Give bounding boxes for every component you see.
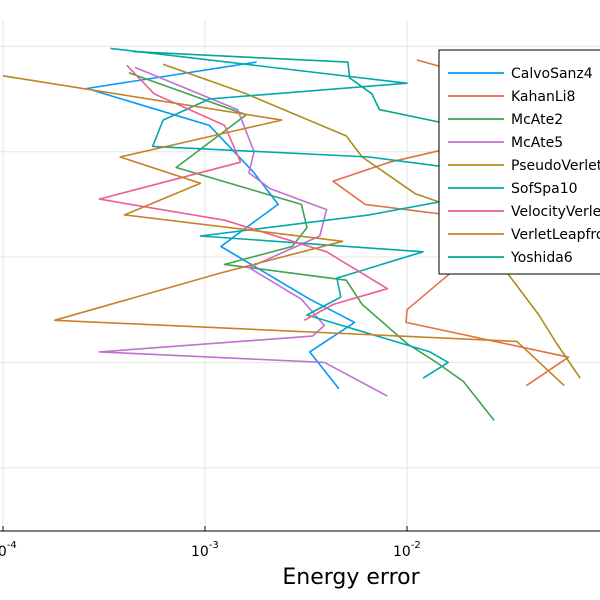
legend-label: McAte2 [511,112,563,128]
legend: CalvoSanz4 KahanLi8 McAte2 McAte5 PseudoVerl… [438,49,600,275]
legend-item-yoshida6: Yoshida6 [448,250,573,266]
series-line-sofspa10 [110,47,513,379]
x-tick-label: 10-2 [393,540,421,560]
legend-label: SofSpa10 [511,181,578,197]
legend-label: PseudoVerlet [511,158,600,174]
series-line-mcate2 [128,71,495,421]
x-tick-label: 10-3 [191,540,219,560]
grid [0,20,600,531]
legend-item-mcate5: McAte5 [448,135,563,151]
x-tick-labels: 10-4 10-3 10-2 [0,526,421,560]
series-line-verletleapfrog [2,75,565,387]
legend-item-velocityverlet: VelocityVerlet [448,204,600,220]
legend-item-sofspa10: SofSpa10 [448,181,578,197]
legend-label: Yoshida6 [510,250,573,266]
legend-label: McAte5 [511,135,563,151]
legend-label: KahanLi8 [511,89,575,105]
legend-item-verletleapfrog: VerletLeapfrog [448,227,600,243]
legend-label: CalvoSanz4 [511,66,593,82]
axes: 10-4 10-3 10-2 Energy error [0,526,600,590]
series-line-mcate5 [98,66,388,397]
legend-item-calvosanz4: CalvoSanz4 [448,66,593,82]
legend-item-pseudoverlet: PseudoVerlet [448,158,600,174]
legend-box [438,49,600,275]
legend-item-mcate2: McAte2 [448,112,563,128]
legend-label: VerletLeapfrog [511,227,600,243]
legend-label: VelocityVerlet [511,204,600,220]
legend-item-kahanli8: KahanLi8 [448,89,575,105]
x-tick-label: 10-4 [0,540,17,560]
series-line-velocityverlet [98,64,389,322]
x-axis-label: Energy error [282,565,420,590]
